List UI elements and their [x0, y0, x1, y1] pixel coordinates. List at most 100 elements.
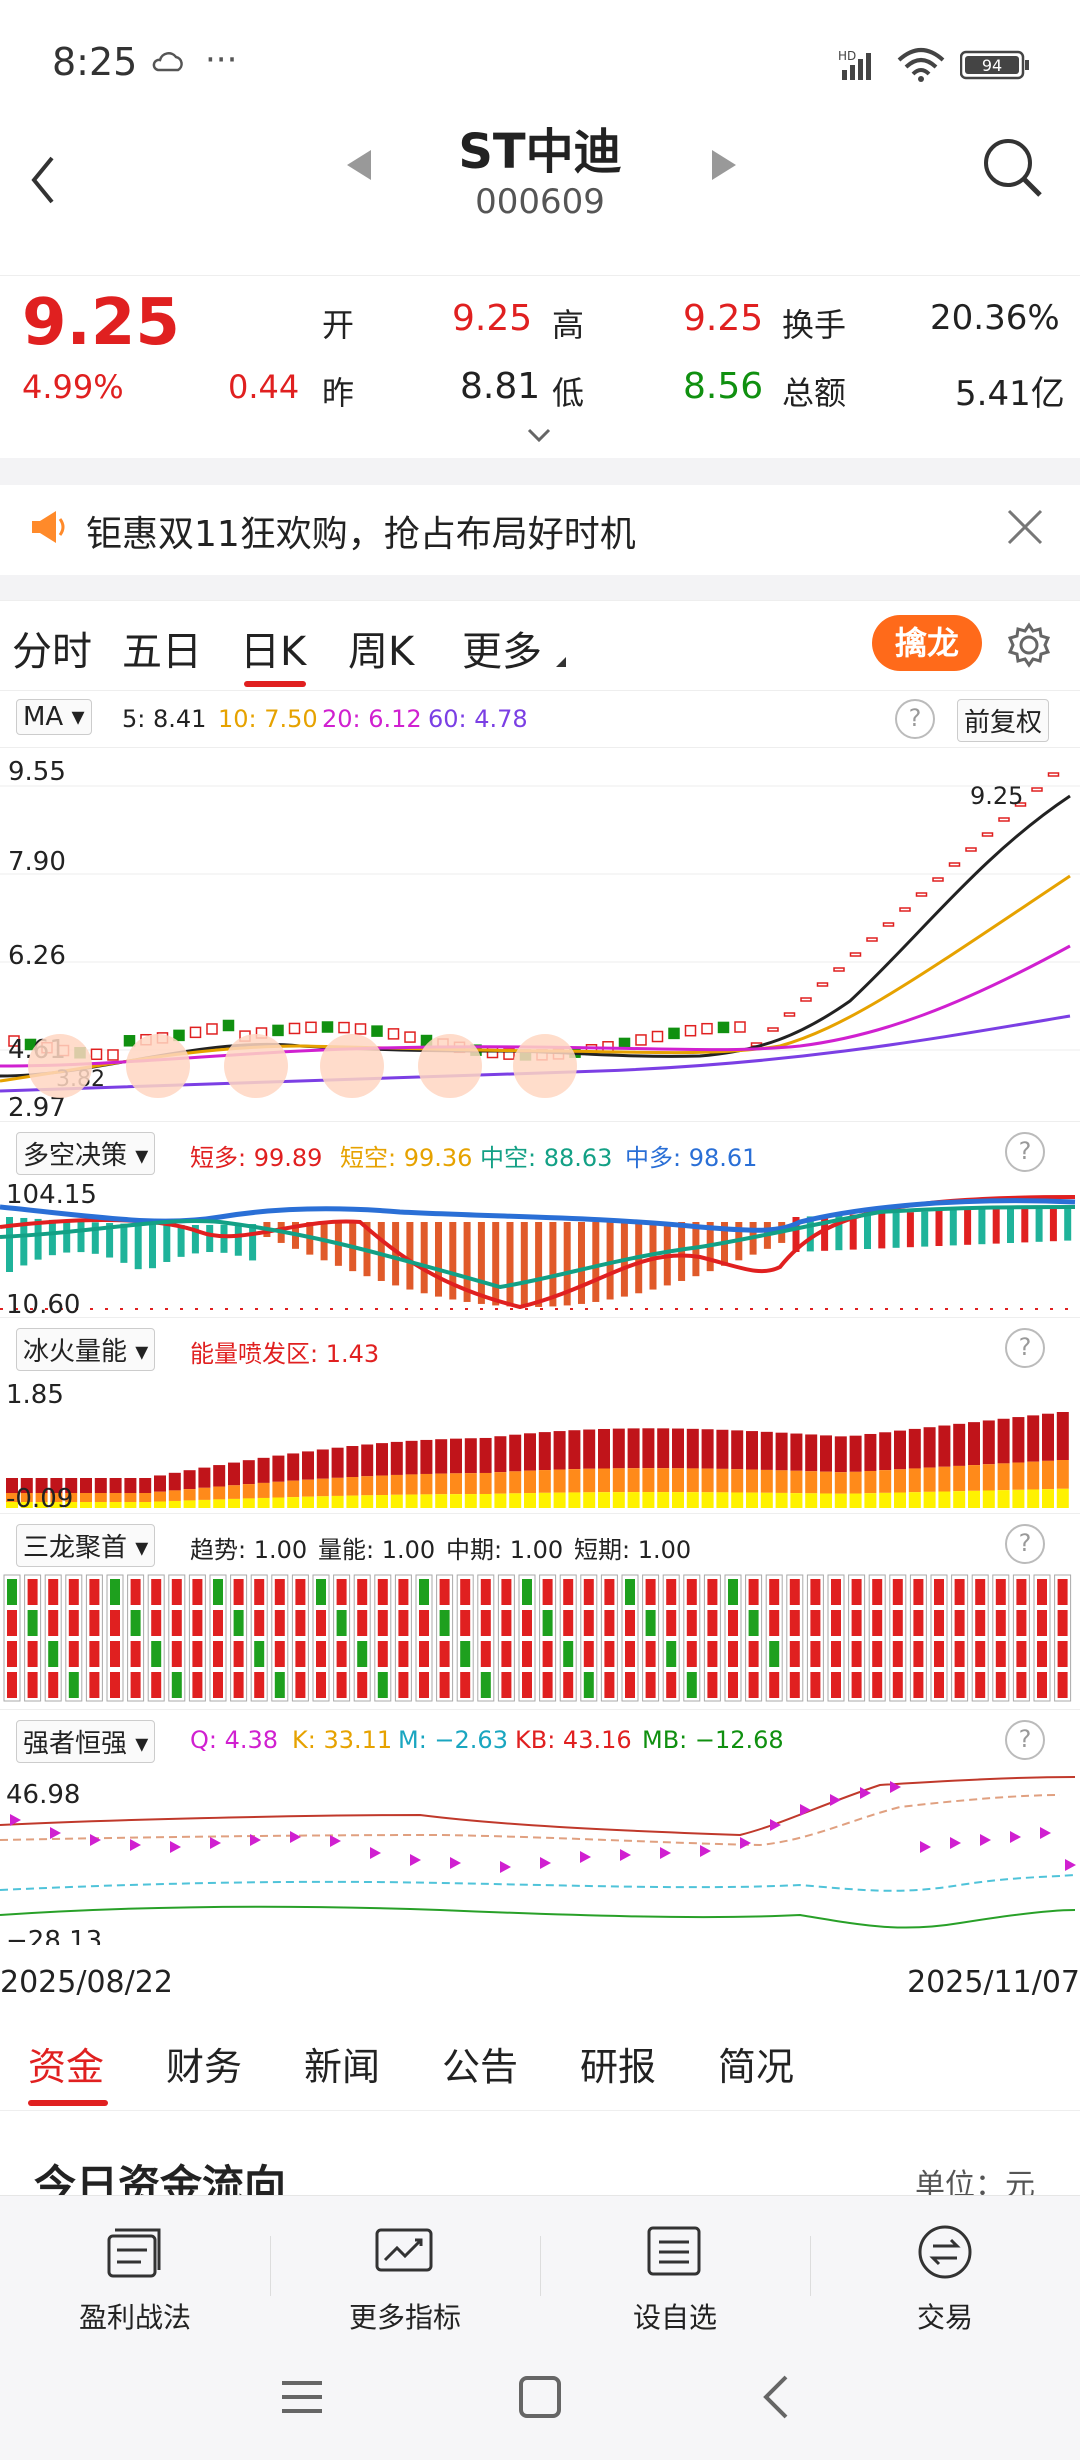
home-icon[interactable] — [518, 2375, 562, 2423]
energy-bar — [450, 1438, 462, 1474]
back-nav-icon[interactable] — [760, 2373, 790, 2425]
tab-gonggao[interactable]: 公告 — [442, 2045, 519, 2089]
system-nav-bar — [0, 2335, 1080, 2460]
energy-bar — [746, 1469, 758, 1493]
qiangzhe-marker — [890, 1781, 901, 1793]
tab-wuri[interactable]: 五日 — [122, 629, 202, 675]
fuquan-button[interactable]: 前复权 — [957, 699, 1050, 742]
qiangzhe-marker — [950, 1837, 961, 1849]
energy-bar — [849, 1471, 862, 1494]
tab-rik[interactable]: 日K — [240, 629, 307, 675]
turnover-label: 换手 — [782, 306, 847, 344]
energy-bar — [94, 1502, 107, 1508]
tab-fenshi[interactable]: 分时 — [12, 629, 92, 675]
search-icon[interactable] — [980, 135, 1044, 203]
sanlong-selector[interactable]: 三龙聚首 ▾ — [16, 1524, 156, 1567]
sanlong-bar — [583, 1641, 594, 1667]
qiangzhe-marker — [580, 1851, 591, 1863]
sanlong-bar — [810, 1641, 821, 1667]
sanlong-bar — [872, 1672, 883, 1698]
energy-bar — [790, 1470, 803, 1494]
energy-bar — [213, 1499, 226, 1508]
sanlong-bar — [357, 1579, 368, 1605]
sanlong-help-icon[interactable]: ? — [1005, 1524, 1045, 1564]
duokong-selector[interactable]: 多空决策 ▾ — [16, 1132, 156, 1175]
kline-panel[interactable]: 9.55 7.90 6.26 4.61 2.97 9.25 3.82 — [0, 746, 1080, 1121]
kline-chart-area[interactable]: MA ▾ 5: 8.41 10: 7.50 20: 6.12 60: 4.78 … — [0, 690, 1080, 2010]
sanlong-bar — [1016, 1610, 1027, 1636]
sanlong-bar — [666, 1641, 677, 1667]
duokong-bar — [592, 1222, 600, 1302]
energy-bar — [509, 1471, 522, 1494]
sanlong-panel — [3, 1574, 1072, 1702]
binghuo-selector[interactable]: 冰火量能 ▾ — [16, 1328, 156, 1371]
toolbar-watchlist-label: 设自选 — [632, 2301, 717, 2334]
tab-xinwen[interactable]: 新闻 — [304, 2045, 381, 2089]
energy-bar — [938, 1491, 951, 1508]
toolbar-more-indicators[interactable]: 更多指标 — [270, 2196, 540, 2336]
binghuo-help-icon[interactable]: ? — [1005, 1328, 1045, 1368]
qinlong-button[interactable]: 擒龙 — [872, 615, 982, 671]
svg-text:HD: HD — [838, 49, 856, 63]
ma-selector-label: MA — [23, 702, 64, 732]
sanlong-bar — [563, 1672, 574, 1698]
sanlong-bar — [789, 1579, 800, 1605]
back-button[interactable] — [28, 150, 58, 214]
sanlong-cell — [765, 1574, 783, 1702]
sanlong-cell — [436, 1574, 454, 1702]
tab-yanbao[interactable]: 研报 — [580, 2045, 657, 2089]
qiangzhe-help-icon[interactable]: ? — [1005, 1720, 1045, 1760]
toolbar-trade[interactable]: 交易 — [810, 2196, 1080, 2336]
sanlong-bar — [7, 1579, 17, 1605]
sanlong-bar — [233, 1579, 244, 1605]
energy-bar — [834, 1493, 847, 1508]
toolbar-strategy[interactable]: 盈利战法 — [0, 2196, 270, 2336]
ma-selector[interactable]: MA ▾ — [16, 699, 92, 735]
sanlong-bar — [913, 1641, 924, 1667]
qiangzhe-selector[interactable]: 强者恒强 ▾ — [16, 1720, 156, 1763]
ma-help-icon[interactable]: ? — [895, 699, 935, 739]
energy-bar — [923, 1491, 936, 1508]
tab-zijin[interactable]: 资金 — [28, 2045, 105, 2089]
sanlong-selector-label: 三龙聚首 — [23, 1533, 128, 1563]
sanlong-bar — [27, 1579, 38, 1605]
tab-caiwu[interactable]: 财务 — [166, 2045, 243, 2089]
energy-bar — [834, 1436, 847, 1473]
energy-bar — [553, 1492, 566, 1508]
sanlong-bar — [954, 1610, 965, 1636]
sanlong-bar — [68, 1672, 79, 1698]
sanlong-bar — [233, 1610, 244, 1636]
sanlong-bar — [377, 1641, 388, 1667]
toolbar-watchlist[interactable]: 设自选 — [540, 2196, 810, 2336]
expand-chevron-icon[interactable] — [525, 426, 553, 448]
sanlong-bar — [583, 1610, 594, 1636]
qiangzhe-marker — [700, 1845, 711, 1857]
sanlong-cell — [353, 1574, 371, 1702]
tab-zhouk[interactable]: 周K — [348, 629, 415, 675]
qiangzhe-marker — [500, 1861, 511, 1873]
energy-bar — [109, 1502, 122, 1508]
settings-gear-icon[interactable] — [1005, 621, 1053, 673]
duokong-bar — [878, 1213, 886, 1249]
duokong-short-short: 短空: 99.36 — [340, 1144, 473, 1172]
sanlong-bar — [110, 1579, 120, 1605]
menu-icon[interactable] — [280, 2377, 324, 2421]
energy-bar — [287, 1497, 300, 1508]
sanlong-cell — [230, 1574, 248, 1702]
duokong-help-icon[interactable]: ? — [1005, 1132, 1045, 1172]
low-label: 低 — [552, 374, 585, 412]
date-start: 2025/08/22 — [0, 1965, 173, 2000]
close-banner-icon[interactable] — [1005, 507, 1045, 551]
energy-bar — [1056, 1412, 1069, 1460]
promo-banner[interactable]: 钜惠双11狂欢购，抢占布局好时机 — [0, 485, 1080, 575]
sanlong-cell — [44, 1574, 62, 1702]
energy-bar — [524, 1433, 536, 1471]
tab-jiankuang[interactable]: 简况 — [718, 2045, 795, 2089]
energy-bar — [435, 1439, 448, 1474]
sanlong-bar — [872, 1610, 883, 1636]
tab-more[interactable]: 更多 — [462, 629, 542, 675]
qiangzhe-marker — [800, 1804, 811, 1816]
battery-icon: 94 — [959, 50, 1032, 84]
prev-stock-icon[interactable] — [345, 148, 373, 186]
next-stock-icon[interactable] — [710, 148, 738, 186]
